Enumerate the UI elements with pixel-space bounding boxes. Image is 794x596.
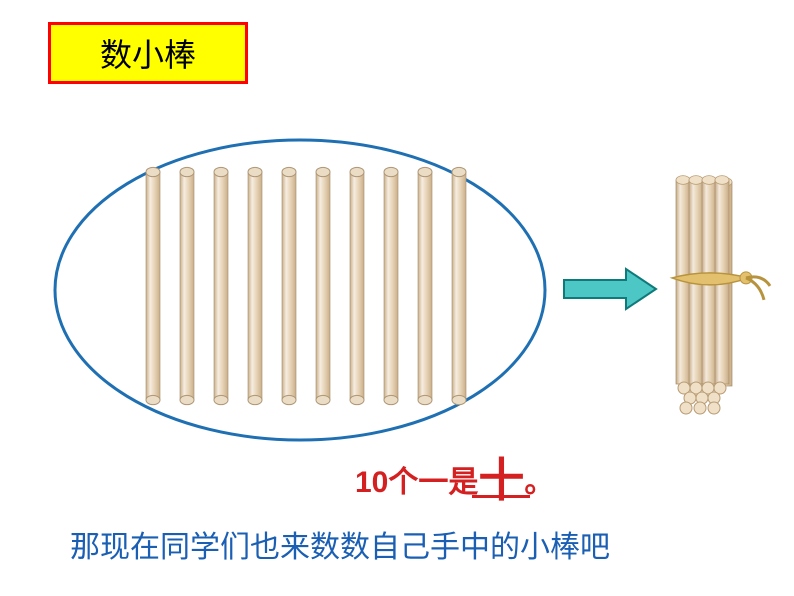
- sentence-ten-is: 10个一是十。: [355, 440, 554, 506]
- sentence1-mid: 个一是: [388, 466, 478, 499]
- stick-bundle: [672, 176, 770, 414]
- answer-underline: [472, 495, 530, 498]
- ellipse-frame: [55, 140, 545, 440]
- sentence-instruction: 那现在同学们也来数数自己手中的小棒吧: [70, 522, 610, 566]
- arrow: [564, 269, 656, 309]
- sentence1-answer: 十: [478, 455, 524, 506]
- sentence1-prefix: 10: [355, 466, 388, 499]
- diagram: [0, 0, 794, 596]
